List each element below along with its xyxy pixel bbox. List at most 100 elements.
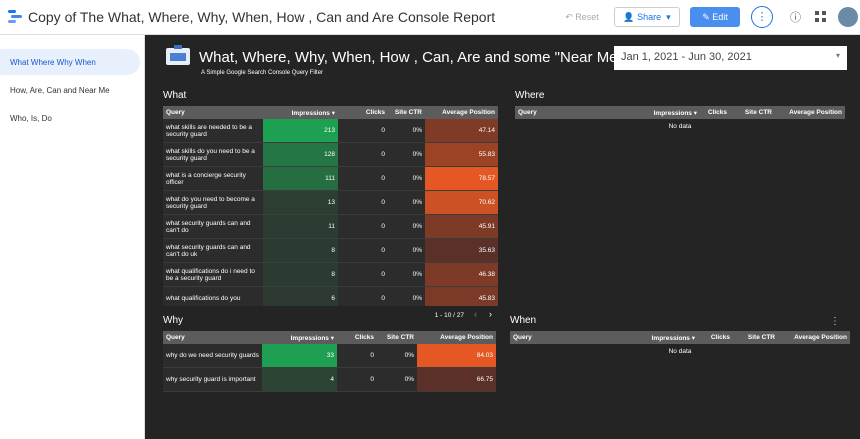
app-logo[interactable]	[8, 9, 22, 25]
column-header[interactable]: Average Position	[794, 334, 847, 341]
report-name[interactable]: Copy of The What, Where, Why, When, How …	[28, 9, 496, 25]
clicks: 0	[381, 247, 385, 254]
avg-position: 55.83	[425, 143, 498, 166]
table-row[interactable]: what do you need to become a security gu…	[163, 191, 498, 215]
clicks: 0	[381, 151, 385, 158]
table-row[interactable]: why security guard is important 4 0 0% 66.75	[163, 368, 496, 392]
column-header[interactable]: Impressions	[263, 109, 338, 117]
clicks: 0	[381, 127, 385, 134]
next-page[interactable]: ›	[489, 309, 492, 319]
column-header: Query	[166, 334, 185, 341]
clicks: 0	[381, 223, 385, 230]
table-row[interactable]: what qualifications do you 6 0 0% 45.83	[163, 287, 498, 306]
more-button[interactable]: ⋮	[751, 6, 773, 28]
apps-button[interactable]	[815, 11, 827, 23]
site-ctr: 0%	[412, 223, 422, 230]
site-ctr: 0%	[412, 247, 422, 254]
site-ctr: 0%	[412, 151, 422, 158]
date-picker[interactable]: Jan 1, 2021 - Jun 30, 2021 ▾	[614, 46, 847, 70]
help-button[interactable]: ⓘ	[790, 12, 801, 24]
impressions: 111	[263, 167, 338, 190]
query: why do we need security guards	[166, 352, 259, 359]
table-header: Query Impressions Clicks Site CTR Average Po…	[515, 106, 845, 119]
prev-page[interactable]: ‹	[474, 309, 477, 319]
column-header[interactable]: Clicks	[354, 334, 374, 341]
nav-item[interactable]: How, Are, Can and Near Me	[10, 85, 110, 95]
table-row[interactable]: what qualifications do i need to be a se…	[163, 263, 498, 287]
column-header: Query	[518, 109, 537, 116]
impressions: 33	[262, 344, 337, 367]
nav-item[interactable]: What Where Why When	[0, 49, 140, 75]
table-where: Where Query Impressions Clicks Site CTR Avera…	[515, 90, 845, 130]
table-header: Query Impressions Clicks Site CTR Average Po…	[510, 331, 850, 344]
no-data: No data	[668, 123, 692, 130]
edit-button[interactable]: ✎ Edit	[690, 7, 740, 27]
table-row[interactable]: what security guards can and can't do uk…	[163, 239, 498, 263]
column-header[interactable]: Site CTR	[747, 334, 775, 341]
sidebar: What Where Why When How, Are, Can and Nea…	[0, 35, 145, 439]
table-row[interactable]: what skills are needed to be a security …	[163, 119, 498, 143]
clicks: 0	[381, 271, 385, 278]
avg-position: 35.63	[425, 239, 498, 262]
table-body: why do we need security guards 33 0 0% 84.03…	[163, 344, 496, 392]
clicks: 0	[381, 295, 385, 302]
avg-position: 47.14	[425, 119, 498, 142]
column-header[interactable]: Impressions	[262, 334, 337, 342]
table-row[interactable]: what skills do you need to be a security…	[163, 143, 498, 167]
table-row[interactable]: what security guards can and can't do 11 0…	[163, 215, 498, 239]
table-row[interactable]: why do we need security guards 33 0 0% 84.03	[163, 344, 496, 368]
query: what qualifications do i need to be a se…	[166, 267, 255, 282]
column-header[interactable]: Site CTR	[744, 109, 772, 116]
site-ctr: 0%	[404, 352, 414, 359]
column-header[interactable]: Site CTR	[394, 109, 422, 116]
site-ctr: 0%	[404, 376, 414, 383]
column-header[interactable]: Average Position	[440, 334, 493, 341]
table-row[interactable]: what is a concierge security officer 111 0…	[163, 167, 498, 191]
nav-item[interactable]: Who, Is, Do	[10, 113, 52, 123]
avg-position: 45.83	[425, 287, 498, 306]
clicks: 0	[370, 352, 374, 359]
clicks: 0	[381, 175, 385, 182]
column-header[interactable]: Clicks	[707, 109, 727, 116]
site-ctr: 0%	[412, 175, 422, 182]
column-header[interactable]: Average Position	[442, 109, 495, 116]
impressions: 11	[263, 215, 338, 238]
site-ctr: 0%	[412, 199, 422, 206]
column-header[interactable]: Clicks	[710, 334, 730, 341]
chart-menu[interactable]: ⋮	[830, 316, 840, 327]
avg-position: 78.57	[425, 167, 498, 190]
impressions: 8	[263, 239, 338, 262]
clicks: 0	[381, 199, 385, 206]
report-icon	[166, 45, 190, 65]
query: what security guards can and can't do uk	[166, 243, 251, 258]
column-header[interactable]: Impressions	[620, 334, 698, 342]
impressions: 13	[263, 191, 338, 214]
avg-position: 46.38	[425, 263, 498, 286]
column-header[interactable]: Clicks	[365, 109, 385, 116]
top-bar: Copy of The What, Where, Why, When, How …	[0, 0, 860, 35]
column-header[interactable]: Average Position	[789, 109, 842, 116]
table-title: When	[510, 315, 537, 326]
reset-label: Reset	[575, 12, 599, 22]
impressions: 4	[262, 368, 337, 391]
table-what: What Query Impressions Clicks Site CTR Averag…	[163, 90, 498, 319]
column-header: Query	[166, 109, 185, 116]
avg-position: 66.75	[417, 368, 496, 391]
column-header[interactable]: Site CTR	[386, 334, 414, 341]
query: what skills are needed to be a security …	[166, 123, 252, 138]
query: why security guard is important	[166, 376, 256, 383]
impressions: 8	[263, 263, 338, 286]
query: what skills do you need to be a security…	[166, 147, 255, 162]
page-range: 1 - 10 / 27	[434, 312, 464, 319]
table-header: Query Impressions Clicks Site CTR Average Po…	[163, 331, 496, 344]
pagination: 1 - 10 / 27 ‹ ›	[163, 306, 498, 319]
avatar[interactable]	[838, 7, 858, 27]
edit-label: Edit	[712, 12, 728, 22]
query: what security guards can and can't do	[166, 219, 251, 234]
report-canvas: What, Where, Why, When, How , Can, Are a…	[145, 35, 860, 439]
site-ctr: 0%	[412, 127, 422, 134]
share-button[interactable]: 👤 Share ▾	[614, 7, 680, 27]
reset-button[interactable]: ↶ Reset	[565, 11, 599, 23]
table-when: When Query Impressions Clicks Site CTR Averag…	[510, 315, 850, 355]
column-header[interactable]: Impressions	[620, 109, 700, 117]
